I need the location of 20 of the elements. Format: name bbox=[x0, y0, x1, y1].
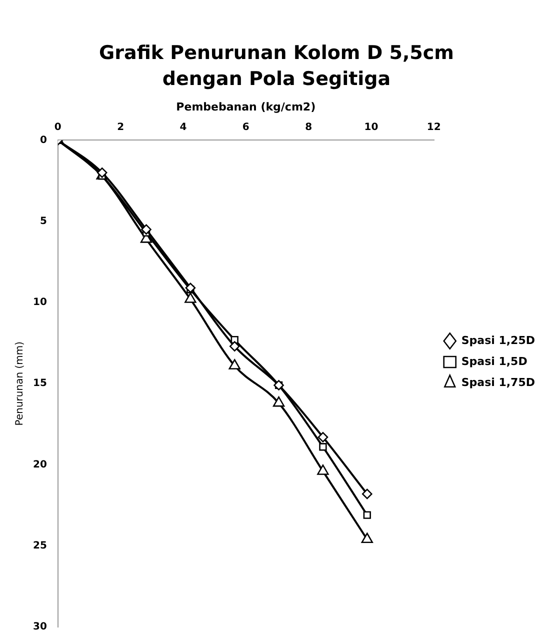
x-tick-label: 0 bbox=[54, 122, 62, 133]
y-tick-label: 0 bbox=[40, 134, 47, 146]
y-tick-label: 5 bbox=[40, 216, 47, 227]
x-tick-label: 6 bbox=[242, 122, 250, 133]
y-tick-label: 10 bbox=[32, 297, 47, 308]
x-tick-label: 8 bbox=[305, 122, 312, 133]
x-tick-label: 2 bbox=[117, 122, 124, 133]
y-axis-title: Penurunan (mm) bbox=[14, 341, 26, 426]
x-tick-label: 4 bbox=[180, 122, 187, 133]
y-tick-label: 20 bbox=[32, 459, 47, 470]
legend-label: Spasi 1,25D bbox=[461, 334, 536, 347]
y-tick-label: 15 bbox=[32, 378, 47, 390]
y-tick-label: 30 bbox=[32, 622, 47, 631]
legend-label: Spasi 1,75D bbox=[461, 376, 536, 389]
y-tick-label: 25 bbox=[32, 540, 47, 552]
x-tick-label: 12 bbox=[426, 122, 441, 133]
x-tick-label: 10 bbox=[364, 122, 378, 133]
legend-label: Spasi 1,5D bbox=[461, 354, 528, 368]
x-axis-title: Pembebanan (kg/cm2) bbox=[176, 100, 316, 114]
chart-title: Grafik Penurunan Kolom D 5,5cm dengan Pola Segitiga bbox=[98, 41, 455, 92]
